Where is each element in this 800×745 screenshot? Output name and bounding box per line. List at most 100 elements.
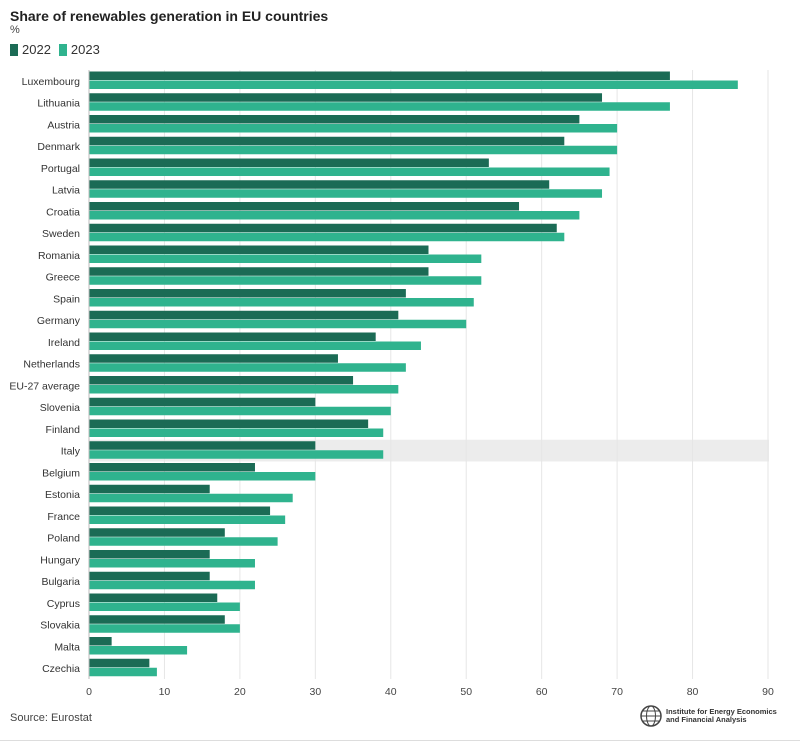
- bar-2022-luxembourg: [89, 71, 670, 80]
- category-label: Malta: [54, 641, 80, 653]
- bar-2022-romania: [89, 245, 429, 254]
- x-tick-label: 0: [86, 686, 92, 698]
- source-note: Source: Eurostat: [10, 712, 92, 724]
- bar-2022-slovakia: [89, 615, 225, 624]
- category-label: Netherlands: [23, 359, 80, 371]
- bar-2023-latvia: [89, 189, 603, 198]
- bar-2023-cyprus: [89, 602, 240, 611]
- bar-2023-eu-27-average: [89, 385, 399, 394]
- bar-2023-belgium: [89, 472, 316, 481]
- bar-2022-lithuania: [89, 93, 603, 102]
- bar-2023-denmark: [89, 145, 618, 155]
- x-tick-label: 50: [460, 686, 472, 698]
- category-label: Czechia: [42, 663, 80, 675]
- bar-2023-austria: [89, 124, 618, 133]
- bar-2022-spain: [89, 289, 406, 298]
- category-label: Sweden: [42, 228, 80, 240]
- bar-2023-malta: [89, 646, 188, 655]
- legend-label-2023: 2023: [70, 42, 100, 57]
- legend: 2022 2023: [10, 42, 100, 57]
- bar-2022-portugal: [89, 158, 489, 167]
- bar-2023-france: [89, 515, 286, 524]
- bar-2023-estonia: [89, 493, 293, 503]
- iee-logo: Institute for Energy Economics and Finan…: [640, 705, 786, 727]
- bar-2023-germany: [89, 319, 467, 329]
- x-tick-label: 20: [234, 686, 246, 698]
- bar-2023-lithuania: [89, 102, 670, 111]
- bar-chart: Luxembourg Lithuania Austria Denmark Portuga…: [9, 70, 774, 698]
- bar-2023-czechia: [89, 667, 157, 677]
- category-label: Finland: [46, 424, 81, 436]
- x-tick-label: 30: [309, 686, 321, 698]
- legend-item-2022: 2022: [10, 42, 51, 57]
- bar-2023-italy: [89, 450, 384, 459]
- category-label: Bulgaria: [41, 576, 80, 588]
- bar-2023-slovenia: [89, 406, 391, 416]
- bar-2023-hungary: [89, 559, 255, 568]
- chart-unit: %: [10, 24, 20, 36]
- category-label: Latvia: [52, 185, 80, 197]
- bar-2022-france: [89, 506, 271, 515]
- bar-2022-italy: [89, 441, 316, 450]
- chart-title: Share of renewables generation in EU cou…: [10, 8, 329, 24]
- category-label: Cyprus: [47, 598, 80, 610]
- logo-text-line1: Institute for Energy Economics: [666, 707, 777, 716]
- bar-2023-greece: [89, 276, 482, 285]
- category-label: Denmark: [37, 141, 80, 153]
- x-tick-label: 80: [687, 686, 699, 698]
- x-tick-label: 10: [159, 686, 171, 698]
- logo-text-line2: and Financial Analysis: [666, 715, 747, 724]
- category-label: Croatia: [46, 206, 80, 218]
- category-label: Poland: [47, 533, 80, 545]
- category-label: Romania: [38, 250, 80, 262]
- bar-2022-austria: [89, 115, 580, 124]
- bar-2022-estonia: [89, 484, 210, 494]
- bar-2022-sweden: [89, 223, 557, 233]
- bar-2023-croatia: [89, 211, 580, 220]
- bar-2023-slovakia: [89, 624, 240, 633]
- category-label: Luxembourg: [22, 76, 81, 88]
- bar-2022-finland: [89, 419, 369, 428]
- category-label: Greece: [46, 272, 81, 284]
- bar-2022-ireland: [89, 332, 376, 341]
- x-tick-label: 70: [611, 686, 623, 698]
- bar-2022-malta: [89, 637, 112, 646]
- category-label: Portugal: [41, 163, 80, 175]
- bar-2022-denmark: [89, 136, 565, 146]
- bar-2022-netherlands: [89, 354, 338, 363]
- category-label: Lithuania: [37, 98, 80, 110]
- category-label: Slovakia: [40, 620, 80, 632]
- category-label: Belgium: [42, 467, 80, 479]
- legend-label-2022: 2022: [22, 42, 51, 57]
- bar-2022-latvia: [89, 180, 550, 189]
- globe-icon: [640, 705, 662, 727]
- legend-item-2023: 2023: [58, 42, 100, 57]
- bar-2022-czechia: [89, 658, 150, 668]
- category-label: France: [47, 511, 80, 523]
- category-label: Spain: [53, 293, 80, 305]
- category-label: Slovenia: [40, 402, 80, 414]
- bar-2022-germany: [89, 310, 399, 320]
- bar-2023-ireland: [89, 341, 421, 350]
- bar-2023-poland: [89, 537, 278, 546]
- bar-2022-greece: [89, 267, 429, 276]
- category-label: Italy: [61, 446, 81, 458]
- bar-2023-portugal: [89, 167, 610, 176]
- bar-2022-eu-27-average: [89, 376, 354, 385]
- bar-2023-luxembourg: [89, 80, 738, 89]
- bar-2022-bulgaria: [89, 571, 210, 581]
- bar-2022-croatia: [89, 202, 520, 211]
- legend-swatch-2022: [10, 43, 18, 56]
- bar-2022-hungary: [89, 550, 210, 559]
- legend-swatch-2023: [58, 43, 67, 56]
- bar-2022-slovenia: [89, 397, 316, 407]
- bar-2022-poland: [89, 528, 225, 537]
- x-tick-label: 60: [536, 686, 548, 698]
- bar-2022-cyprus: [89, 593, 218, 602]
- category-label: Hungary: [40, 554, 80, 566]
- bar-2023-bulgaria: [89, 580, 255, 590]
- x-tick-label: 90: [762, 686, 774, 698]
- logo-text: Institute for Energy Economics and Finan…: [666, 708, 786, 724]
- bar-2023-netherlands: [89, 363, 406, 372]
- category-label: Ireland: [48, 337, 80, 349]
